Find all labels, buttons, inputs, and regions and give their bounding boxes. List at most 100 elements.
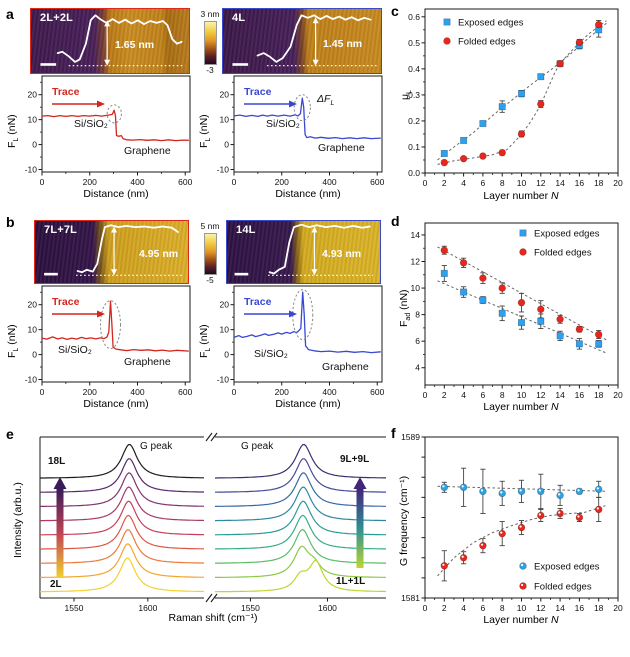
ylabel-part: L <box>406 90 414 94</box>
height-annotation-4l: 1.45 nm <box>323 38 363 50</box>
afm-profile-overlay <box>40 14 185 67</box>
svg-text:200: 200 <box>83 387 97 397</box>
svg-text:Folded edges: Folded edges <box>458 36 516 47</box>
svg-text:-10: -10 <box>217 165 230 175</box>
svg-text:20: 20 <box>220 90 230 100</box>
panel-label-b: b <box>6 214 15 230</box>
chart-g-frequency: 0 2 4 6 8 10 12 14 16 18 20 1581 1589 Exposed edges Fo… <box>401 432 623 613</box>
svg-text:400: 400 <box>322 177 336 187</box>
panel-label-c: c <box>391 3 399 19</box>
svg-text:-10: -10 <box>217 375 230 385</box>
ylabel-part: ad <box>405 312 413 321</box>
panel-label-a: a <box>6 6 14 22</box>
substrate-label: Si/SiO₂ <box>266 118 300 130</box>
ylabel-mu: μL <box>399 90 413 100</box>
svg-text:10: 10 <box>411 283 421 293</box>
height-annotation-14l: 4.93 nm <box>322 248 362 260</box>
svg-text:8: 8 <box>500 390 505 400</box>
svg-text:18: 18 <box>594 603 604 613</box>
trace-label-a-left: Trace <box>52 86 80 98</box>
svg-text:14: 14 <box>555 603 565 613</box>
afm-label-14l: 14L <box>236 224 256 236</box>
panel-label-f: f <box>391 425 396 441</box>
stack-bottom-label-right: 1L+1L <box>336 576 366 587</box>
height-annotation-2l2l: 1.65 nm <box>115 39 155 51</box>
svg-text:8: 8 <box>500 178 505 188</box>
trace-label-b-left: Trace <box>52 296 80 308</box>
svg-text:400: 400 <box>130 387 144 397</box>
trace-arrow-head <box>97 310 105 318</box>
substrate-label: Si/SiO₂ <box>74 118 108 130</box>
svg-text:Folded edges: Folded edges <box>534 247 592 258</box>
ylabel-part: (nN) <box>198 114 210 138</box>
graphene-label: Graphene <box>124 145 171 157</box>
xlabel-part: Layer number <box>483 401 552 413</box>
afm-image-2l2l: 2L+2L 1.65 nm <box>30 8 190 74</box>
xlabel-layer-c: Layer number N <box>451 190 591 202</box>
ylabel-part: F <box>398 320 410 327</box>
svg-text:0: 0 <box>224 350 229 360</box>
svg-text:10: 10 <box>517 603 527 613</box>
svg-text:1589: 1589 <box>401 432 420 442</box>
colorbar-a <box>204 21 217 65</box>
svg-text:16: 16 <box>575 390 585 400</box>
colorbar-a-max: 3 nm <box>200 9 220 19</box>
svg-text:0: 0 <box>232 177 237 187</box>
stack-bottom-label-left: 2L <box>50 579 62 590</box>
afm-image-4l: 4L 1.45 nm <box>222 8 382 74</box>
svg-text:10: 10 <box>28 325 38 335</box>
colorbar-b <box>204 233 217 275</box>
xlabel-layer-f: Layer number N <box>451 614 591 626</box>
ylabel-force-b-left: FL (nN) <box>6 324 20 358</box>
xlabel-raman: Raman shift (cm⁻¹) <box>168 612 258 624</box>
ylabel-part: L <box>13 347 21 352</box>
svg-text:200: 200 <box>83 177 97 187</box>
delta-fl-annotation: ΔFL <box>317 93 334 107</box>
graphene-label: Graphene <box>318 142 365 154</box>
svg-text:20: 20 <box>613 178 623 188</box>
svg-text:600: 600 <box>178 177 192 187</box>
svg-text:6: 6 <box>415 336 420 346</box>
afm-image-14l: 14L 4.93 nm <box>226 220 381 284</box>
svg-text:-10: -10 <box>25 165 38 175</box>
trace-label-b-right: Trace <box>244 296 272 308</box>
xlabel-part: Layer number <box>483 190 552 202</box>
colorbar-b-min: -5 <box>206 275 214 285</box>
ylabel-part: (nN) <box>398 289 410 313</box>
panel-label-d: d <box>391 213 400 229</box>
xlabel-part-italic: N <box>551 401 559 413</box>
svg-text:0: 0 <box>40 387 45 397</box>
afm-topography-7l7l <box>35 221 188 283</box>
svg-text:0.6: 0.6 <box>408 12 420 22</box>
chart-raman-spectra: 1550 1600 1550 1600 <box>39 432 386 613</box>
svg-text:Exposed edges: Exposed edges <box>534 228 600 239</box>
afm-label-2l2l: 2L+2L <box>40 12 74 24</box>
xlabel-part-italic: N <box>551 614 559 626</box>
afm-profile-overlay <box>232 14 377 67</box>
svg-text:12: 12 <box>536 178 546 188</box>
svg-text:14: 14 <box>411 230 421 240</box>
delta-fl-pre: ΔF <box>317 93 331 105</box>
svg-text:8: 8 <box>500 603 505 613</box>
ylabel-part: (nN) <box>198 324 210 348</box>
svg-text:-10: -10 <box>25 375 38 385</box>
svg-text:20: 20 <box>220 300 230 310</box>
xlabel-part-italic: N <box>551 190 559 202</box>
svg-text:Exposed edges: Exposed edges <box>458 17 524 28</box>
svg-text:20: 20 <box>613 390 623 400</box>
svg-text:0.4: 0.4 <box>408 64 420 74</box>
stack-top-label-left: 18L <box>48 456 66 467</box>
afm-texture <box>223 9 381 73</box>
trace-arrow-head <box>97 100 105 108</box>
ylabel-intensity: Intensity (arb.u.) <box>12 482 24 558</box>
svg-text:600: 600 <box>370 177 384 187</box>
svg-text:0.0: 0.0 <box>408 168 420 178</box>
svg-text:1600: 1600 <box>318 603 337 613</box>
xlabel-part: Layer number <box>483 614 552 626</box>
graphene-label: Graphene <box>322 361 369 373</box>
afm-texture <box>35 221 188 283</box>
height-annotation-7l7l: 4.95 nm <box>139 248 179 260</box>
